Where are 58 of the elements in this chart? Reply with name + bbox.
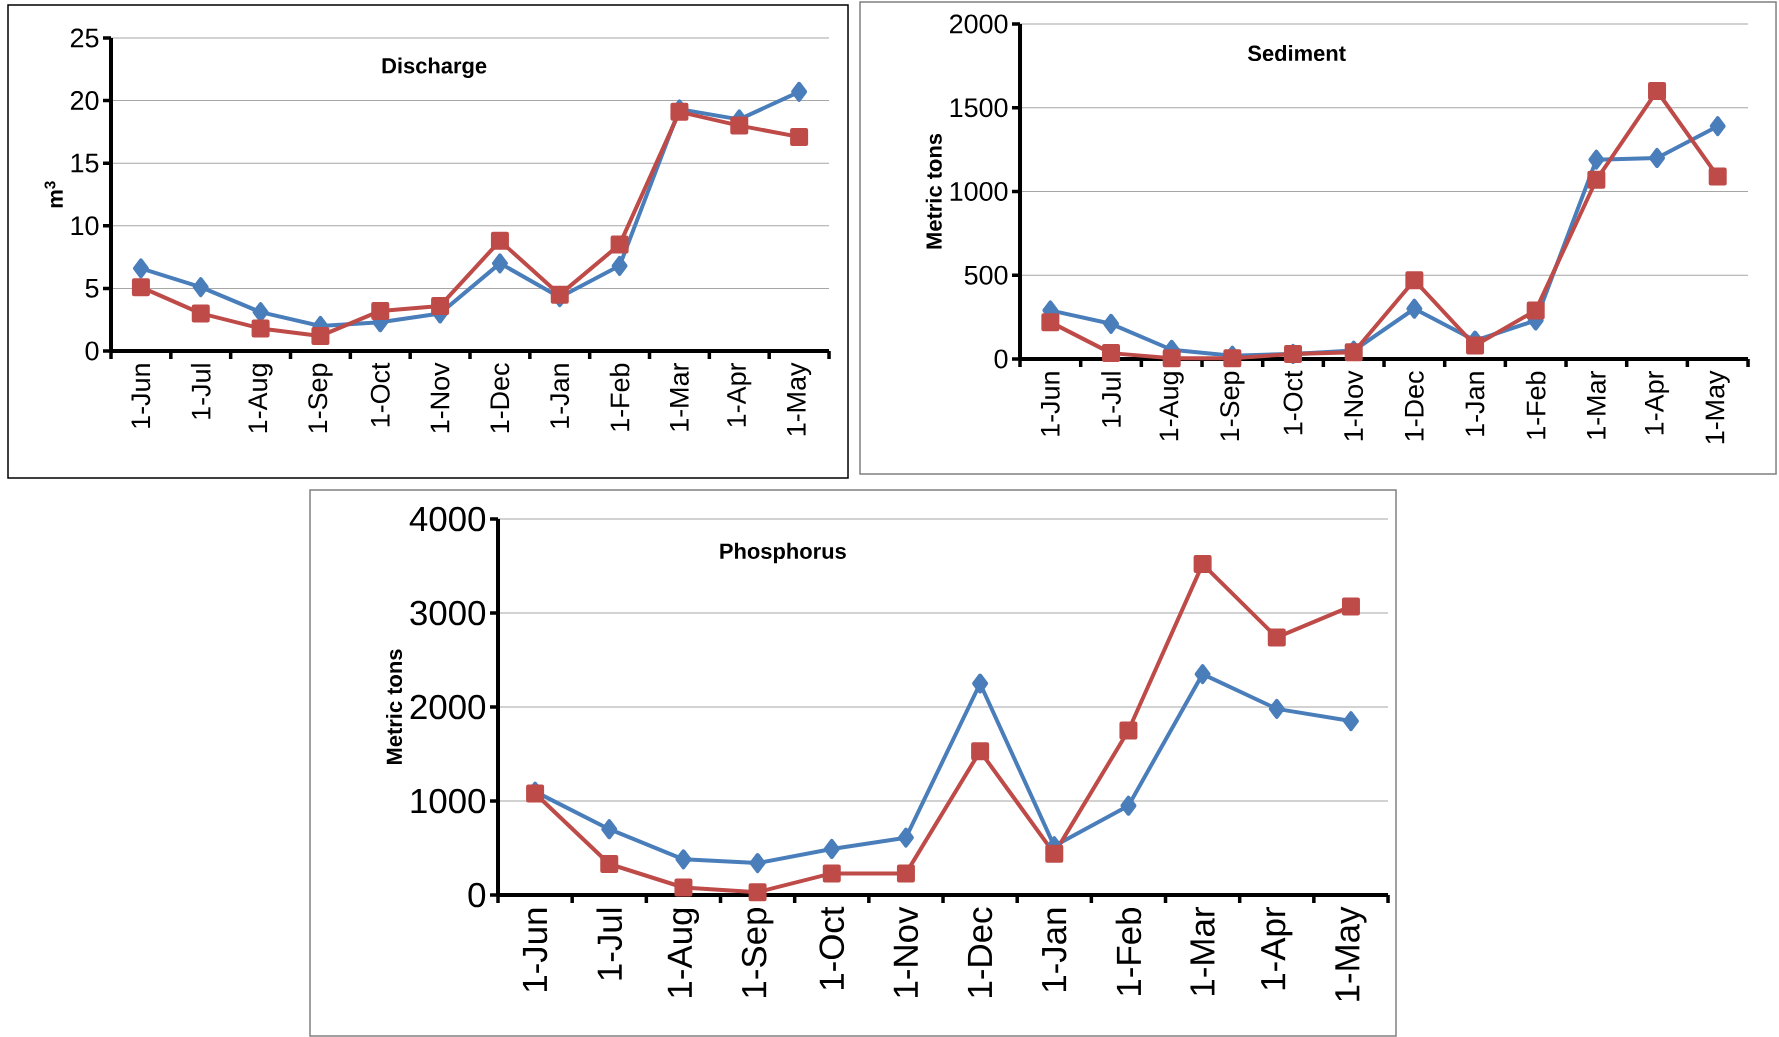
y-tick-label: 10 [71, 216, 99, 236]
x-tick-label: 1-Aug [667, 908, 700, 997]
y-tick-label: 2000 [950, 14, 1008, 34]
x-tick-label: 1-Oct [1283, 370, 1303, 435]
y-tick-label: 2000 [410, 694, 486, 720]
y-tick-label: 3000 [410, 600, 486, 626]
x-tick-label: 1-Jan [1042, 908, 1067, 992]
x-tick-label: 1-Nov [893, 906, 919, 997]
x-tick-label: 1-May [1705, 370, 1730, 444]
y-tick-label: 15 [71, 153, 99, 173]
text: Sediment [1247, 44, 1346, 62]
x-tick-label: 1-Jul [596, 908, 623, 980]
y-tick-label: 1000 [411, 788, 486, 814]
x-tick-label: 1-Feb [1115, 907, 1142, 995]
x-tick-label: 1-Mar [670, 362, 689, 431]
y-axis-title: Metric tons [925, 133, 942, 249]
x-tick-label: 1-Jan [1465, 372, 1485, 436]
x-tick-label: 1-Apr [727, 362, 752, 427]
x-tick-label: 1-Mar [1190, 907, 1215, 995]
x-tick-label: 1-Apr [1261, 907, 1293, 990]
x-tick-label: 1-Apr [1644, 370, 1670, 435]
x-tick-label: 1-Sep [1220, 371, 1245, 441]
x-tick-label: 1-Dec [1404, 371, 1424, 441]
x-tick-label: 1-Jul [1101, 372, 1121, 427]
x-tick-label: 1-Dec [967, 907, 993, 997]
y-tick-label: 1500 [950, 98, 1008, 118]
x-tick-label: 1-Nov [1344, 370, 1364, 441]
x-tick-label: 1-Feb [609, 363, 630, 431]
x-tick-label: 1-Sep [741, 907, 774, 997]
y-tick-label: 1000 [950, 181, 1008, 202]
x-tick-label: 1-Jun [131, 364, 151, 428]
text: Phosphorus [720, 542, 846, 564]
text: Discharge [382, 57, 487, 78]
y-tick-label: 5 [85, 278, 99, 298]
x-tick-label: 1-Feb [1525, 371, 1546, 439]
x-tick-label: 1-Dec [490, 363, 510, 433]
x-tick-label: 1-May [787, 362, 812, 436]
y-tick-label: 0 [85, 341, 99, 361]
y-tick-label: 4000 [409, 506, 486, 532]
x-tick-label: 1-Jul [190, 364, 211, 419]
x-tick-label: 1-Aug [248, 364, 273, 433]
x-tick-label: 1-Jan [550, 364, 570, 428]
x-tick-label: 1-May [1335, 906, 1367, 1001]
x-tick-label: 1-Mar [1586, 370, 1606, 439]
y-tick-label: 0 [994, 349, 1008, 369]
x-tick-label: 1-Nov [430, 362, 450, 433]
y-tick-label: 20 [70, 91, 99, 111]
x-tick-label: 1-Aug [1159, 372, 1184, 441]
y-tick-label: 500 [964, 265, 1008, 285]
x-tick-label: 1-Oct [370, 362, 390, 427]
x-tick-label: 1-Oct [819, 906, 845, 990]
x-tick-label: 1-Sep [308, 363, 333, 433]
y-tick-label: 0 [468, 882, 486, 908]
x-tick-label: 1-Jun [1040, 372, 1060, 436]
x-tick-label: 1-Jun [522, 908, 548, 992]
y-tick-label: 25 [70, 28, 99, 48]
y-axis-title: Metric tons [385, 649, 403, 764]
text: m$^{3}$ [44, 181, 63, 208]
